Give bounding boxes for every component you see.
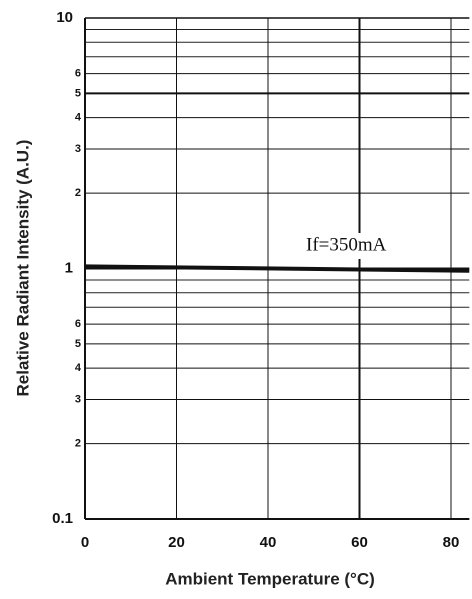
annotation: If=350mA: [306, 234, 387, 255]
x-tick-label: 20: [168, 534, 185, 551]
y-tick-label: 5: [75, 87, 81, 99]
y-tick-label: 0.1: [52, 510, 73, 527]
y-tick-label: 3: [75, 393, 81, 405]
x-tick-label: 80: [443, 534, 460, 551]
y-tick-label: 6: [75, 318, 81, 330]
y-axis-label: Relative Radiant Intensity (A.U.): [13, 140, 32, 397]
y-tick-label: 4: [75, 362, 82, 374]
y-tick-label: 6: [75, 67, 81, 79]
x-tick-label: 40: [260, 534, 277, 551]
data-line: [84, 264, 470, 273]
y-tick-label: 4: [75, 112, 82, 124]
y-tick-label: 2: [75, 187, 81, 199]
x-tick-label: 0: [81, 534, 89, 551]
y-tick-label: 3: [75, 143, 81, 155]
x-tick-label: 60: [351, 534, 368, 551]
y-tick-label: 1: [65, 259, 73, 276]
y-tick-label: 5: [75, 338, 81, 350]
x-axis-label: Ambient Temperature (°C): [165, 569, 375, 588]
y-tick-label: 2: [75, 437, 81, 449]
y-tick-label: 10: [56, 9, 73, 26]
annotation-bg: [300, 233, 436, 259]
